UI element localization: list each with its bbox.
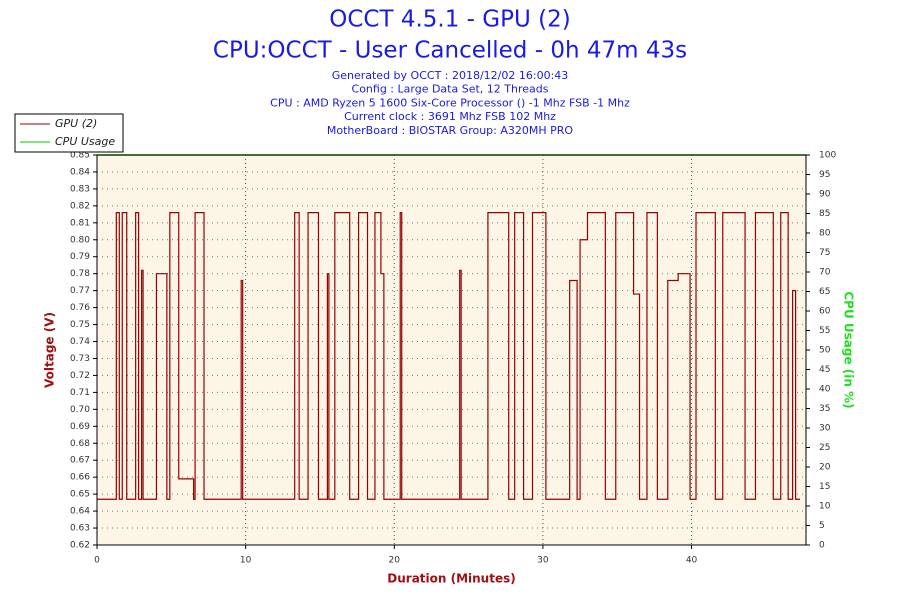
y-tick-label: 0.80 [70, 235, 90, 245]
y-tick-label: 0.68 [70, 439, 90, 449]
y2-tick-label: 15 [819, 482, 830, 492]
info-line: CPU : AMD Ryzen 5 1600 Six-Core Processo… [270, 96, 630, 109]
y-tick-label: 0.79 [70, 252, 90, 262]
y-tick-label: 0.65 [70, 490, 90, 500]
y2-tick-label: 65 [819, 287, 830, 297]
x-tick-label: 0 [94, 556, 100, 566]
y2-tick-label: 85 [819, 209, 830, 219]
y-tick-label: 0.62 [70, 541, 90, 551]
y2-tick-label: 90 [819, 190, 831, 200]
y-tick-label: 0.81 [70, 218, 90, 228]
y-axis-label: Voltage (V) [43, 312, 57, 388]
y-tick-label: 0.74 [70, 337, 90, 347]
y2-tick-label: 20 [819, 463, 831, 473]
y2-tick-label: 55 [819, 326, 830, 336]
info-line: MotherBoard : BIOSTAR Group: A320MH PRO [327, 124, 574, 137]
y2-axis-label: CPU Usage (in %) [842, 291, 856, 408]
y2-tick-label: 100 [819, 151, 836, 161]
legend-label: GPU (2) [55, 117, 97, 130]
x-tick-label: 20 [389, 556, 401, 566]
y2-tick-label: 35 [819, 404, 830, 414]
y-tick-label: 0.71 [70, 388, 90, 398]
y-tick-label: 0.66 [70, 473, 90, 483]
legend [14, 113, 124, 153]
y-tick-label: 0.78 [70, 269, 90, 279]
legend-label: CPU Usage [55, 135, 115, 148]
y-tick-label: 0.64 [70, 507, 90, 517]
y-tick-label: 0.83 [70, 184, 90, 194]
x-tick-label: 10 [240, 556, 252, 566]
y-tick-label: 0.82 [70, 201, 90, 211]
info-line: Current clock : 3691 Mhz FSB 102 Mhz [344, 110, 556, 123]
y-tick-label: 0.73 [70, 354, 90, 364]
y-tick-label: 0.85 [70, 151, 90, 161]
y-tick-label: 0.72 [70, 371, 90, 381]
y-tick-label: 0.75 [70, 320, 90, 330]
chart-title: OCCT 4.5.1 - GPU (2) [329, 7, 570, 33]
y-tick-label: 0.70 [70, 405, 90, 415]
plot-frame [96, 154, 807, 546]
y2-tick-label: 80 [819, 229, 831, 239]
y2-tick-label: 45 [819, 365, 830, 375]
x-axis-label: Duration (Minutes) [387, 572, 515, 586]
y-tick-label: 0.69 [70, 422, 90, 432]
plot-area [97, 155, 806, 545]
info-line: Generated by OCCT : 2018/12/02 16:00:43 [332, 69, 569, 82]
y2-tick-label: 5 [819, 521, 825, 531]
data-line [97, 212, 801, 500]
y2-tick-label: 0 [819, 541, 825, 551]
info-line: Config : Large Data Set, 12 Threads [352, 83, 549, 96]
y2-tick-label: 25 [819, 443, 830, 453]
y-tick-label: 0.77 [70, 286, 90, 296]
chart-subtitle: CPU:OCCT - User Cancelled - 0h 47m 43s [213, 38, 687, 64]
y2-tick-label: 10 [819, 502, 831, 512]
y2-tick-label: 95 [819, 170, 830, 180]
y2-tick-label: 70 [819, 268, 831, 278]
y-tick-label: 0.76 [70, 303, 90, 313]
y-tick-label: 0.67 [70, 456, 90, 466]
x-tick-label: 30 [537, 556, 549, 566]
y-tick-label: 0.84 [70, 167, 90, 177]
y-tick-label: 0.63 [70, 524, 90, 534]
y2-tick-label: 50 [819, 346, 831, 356]
x-tick-label: 40 [686, 556, 698, 566]
y2-tick-label: 75 [819, 248, 830, 258]
y2-tick-label: 40 [819, 385, 831, 395]
y2-tick-label: 60 [819, 307, 831, 317]
y2-tick-label: 30 [819, 424, 831, 434]
